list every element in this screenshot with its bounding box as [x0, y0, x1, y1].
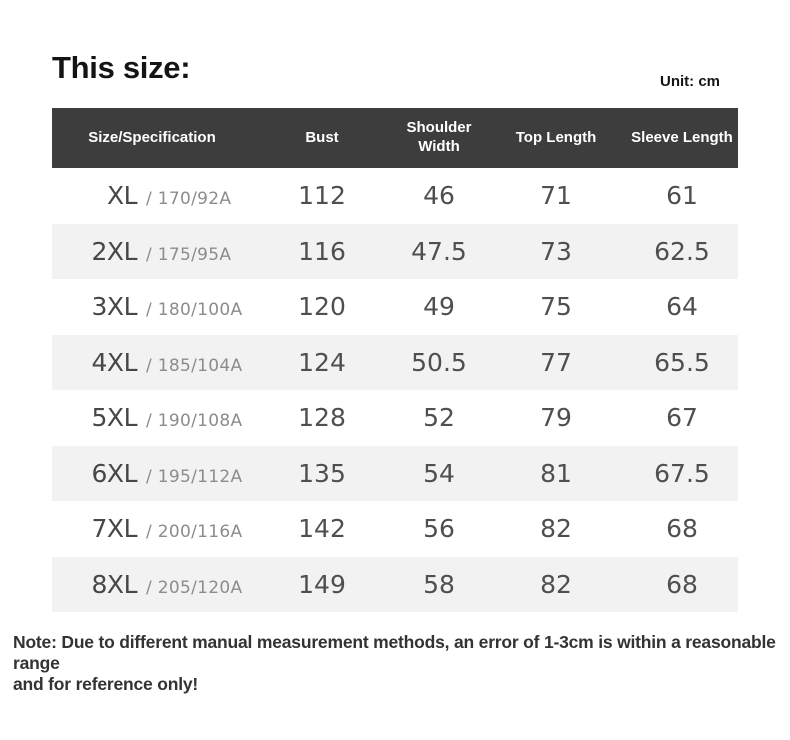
bust-cell: 135: [252, 445, 392, 501]
unit-label: Unit: cm: [660, 73, 720, 90]
sleeve-length-cell: 68: [626, 556, 738, 612]
size-cell: 5XL / 190/108A: [52, 390, 252, 446]
size-spec: / 195/112A: [146, 466, 243, 487]
table-row: 8XL / 205/120A 149 58 82 68: [52, 556, 738, 612]
size-cell: 4XL / 185/104A: [52, 334, 252, 390]
size-cell: 8XL / 205/120A: [52, 556, 252, 612]
size-cell: 6XL / 195/112A: [52, 445, 252, 501]
column-header-bust: Bust: [252, 108, 392, 168]
note-line-2: and for reference only!: [13, 674, 199, 694]
table-row: 6XL / 195/112A 135 54 81 67.5: [52, 445, 738, 501]
shoulder-width-cell: 52: [423, 403, 455, 433]
note-line-1: Note: Due to different manual measuremen…: [13, 632, 776, 673]
column-header-shoulder-width: Shoulder Width: [392, 108, 486, 168]
column-header-size-specification: Size/Specification: [52, 108, 252, 168]
top-length-cell: 82: [540, 514, 572, 544]
shoulder-width-cell: 46: [423, 181, 455, 211]
size-spec: / 185/104A: [146, 355, 243, 376]
size-spec: / 170/92A: [146, 189, 232, 210]
bust-cell: 112: [298, 181, 346, 211]
shoulder-width-cell: 50.5: [392, 334, 486, 390]
column-header-top-length: Top Length: [486, 108, 626, 168]
top-length-cell: 77: [486, 334, 626, 390]
shoulder-width-cell: 54: [392, 445, 486, 501]
size-chart-table: Size/Specification Bust Shoulder Width T…: [52, 108, 738, 612]
bust-cell: 120: [298, 292, 346, 322]
table-row: XL / 170/92A 112 46 71 61: [52, 168, 738, 224]
size-cell: 2XL / 175/95A: [52, 223, 252, 279]
bust-cell: 116: [252, 223, 392, 279]
size-spec: / 180/100A: [146, 300, 243, 321]
bust-cell: 128: [298, 403, 346, 433]
sleeve-length-cell: 65.5: [626, 334, 738, 390]
size-spec: / 175/95A: [146, 244, 232, 265]
size-cell: 7XL / 200/116A: [52, 501, 252, 557]
size-spec: / 190/108A: [146, 411, 243, 432]
sleeve-length-cell: 64: [666, 292, 698, 322]
table-header-row: Size/Specification Bust Shoulder Width T…: [52, 108, 738, 168]
sleeve-length-cell: 61: [666, 181, 698, 211]
table-row: 4XL / 185/104A 124 50.5 77 65.5: [52, 334, 738, 390]
size-label: XL: [106, 181, 138, 211]
note-text: Note: Due to different manual measuremen…: [13, 632, 783, 695]
sleeve-length-cell: 67.5: [626, 445, 738, 501]
size-spec: / 200/116A: [146, 522, 243, 543]
bust-cell: 124: [252, 334, 392, 390]
table-row: 7XL / 200/116A 142 56 82 68: [52, 501, 738, 557]
size-label: 3XL: [91, 292, 138, 322]
size-label: 6XL: [91, 458, 138, 488]
page-title: This size:: [52, 50, 191, 85]
sleeve-length-cell: 62.5: [626, 223, 738, 279]
size-label: 7XL: [91, 514, 138, 544]
top-length-cell: 71: [540, 181, 572, 211]
table-row: 5XL / 190/108A 128 52 79 67: [52, 390, 738, 446]
size-label: 2XL: [91, 236, 138, 266]
shoulder-width-cell: 49: [423, 292, 455, 322]
top-length-cell: 81: [486, 445, 626, 501]
size-label: 5XL: [91, 403, 138, 433]
size-label: 4XL: [91, 347, 138, 377]
sleeve-length-cell: 67: [666, 403, 698, 433]
shoulder-width-cell: 56: [423, 514, 455, 544]
sleeve-length-cell: 68: [666, 514, 698, 544]
size-spec: / 205/120A: [146, 577, 243, 598]
size-cell: 3XL / 180/100A: [52, 279, 252, 335]
size-label: 8XL: [91, 569, 138, 599]
column-header-sleeve-length: Sleeve Length: [626, 108, 738, 168]
shoulder-width-cell: 58: [392, 556, 486, 612]
bust-cell: 142: [298, 514, 346, 544]
table-row: 2XL / 175/95A 116 47.5 73 62.5: [52, 223, 738, 279]
top-length-cell: 82: [486, 556, 626, 612]
top-length-cell: 73: [486, 223, 626, 279]
table-row: 3XL / 180/100A 120 49 75 64: [52, 279, 738, 335]
shoulder-width-cell: 47.5: [392, 223, 486, 279]
top-length-cell: 79: [540, 403, 572, 433]
top-length-cell: 75: [540, 292, 572, 322]
size-cell: XL / 170/92A: [52, 168, 252, 224]
bust-cell: 149: [252, 556, 392, 612]
